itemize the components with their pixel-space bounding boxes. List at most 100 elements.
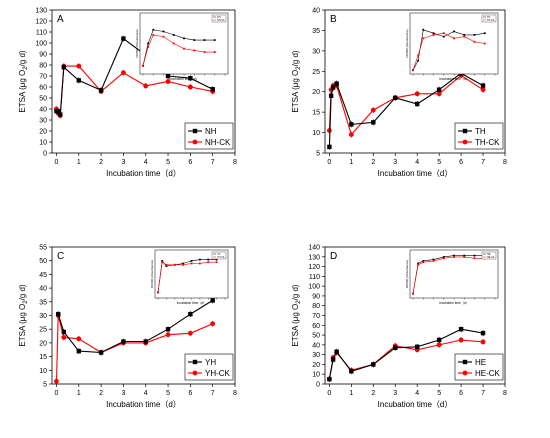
legend-box [184,122,234,150]
x-tick-label: 5 [166,390,170,397]
inset-point [215,261,218,264]
panel-label: C [57,251,64,262]
data-point [327,376,332,382]
inset-point [183,47,185,50]
inset-point [432,259,435,262]
data-point [370,107,376,113]
inset-point [412,292,414,295]
inset-legend-entry: HE [487,253,491,256]
inset-legend-box [211,251,227,260]
y-tick-label: 60 [39,85,47,92]
x-tick-label: 7 [481,390,485,397]
data-point [328,93,334,98]
data-point [187,84,193,90]
legend-marker [192,139,198,145]
data-point [143,339,148,344]
legend-entry: YH-CK [205,369,231,378]
data-point [143,83,149,89]
panel-A: 0 1 2 3 4 5 6 7 80102030405060708090100110120130… [18,8,237,179]
inset-point [422,261,425,264]
y-tick-label: 15 [39,354,47,361]
x-tick-label: 5 [437,390,441,397]
inset-point [203,51,206,53]
inset-legend-entry: NH [217,16,221,19]
inset-point [463,256,466,258]
inset-point [412,69,414,72]
inset-point [483,42,486,45]
inset-point [213,51,216,53]
data-point [165,79,171,84]
y-tick-label: 30 [39,313,47,320]
data-point [188,76,193,81]
legend: HE HE-CK [454,353,504,381]
inset-point [182,262,185,265]
x-tick-label: 0 [327,390,331,397]
x-tick-label: 0 [55,159,59,166]
y-tick-label: 90 [39,52,47,59]
x-tick-label: 3 [121,390,125,397]
x-tick-label: 8 [503,159,507,166]
panel-D: 0 1 2 3 4 5 6 7 80102030405060708090100110120130… [291,245,507,410]
data-point [480,83,486,88]
y-axis-label: ETSA (μg O2/g d) [18,284,29,347]
y-axis-label: ETSA (μg O2/g d) [291,284,302,347]
y-tick-label: 130 [308,254,320,261]
inset-point [422,37,425,40]
inset-point [190,259,193,262]
data-point [121,339,126,344]
inset-legend-box [481,251,497,260]
inset-point [473,254,476,257]
data-point [76,78,81,83]
inset-y-label: OD600 (Absorbance) [405,29,409,57]
inset-point [417,54,420,57]
x-tick-label: 8 [503,390,507,397]
y-tick-label: 80 [312,303,320,310]
data-point [480,87,486,93]
y-tick-label: 55 [39,245,47,252]
x-tick-label: 4 [415,390,419,397]
inset-point [432,32,435,35]
x-tick-label: 7 [211,390,215,397]
y-tick-label: 90 [312,293,320,300]
data-point [436,91,442,97]
y-tick-label: 30 [312,48,320,55]
data-point [98,350,104,355]
legend-marker [462,128,468,134]
data-point [121,36,126,41]
legend: NH NH-CK [184,122,234,150]
data-point [436,337,442,343]
y-tick-label: 0 [316,382,320,389]
y-tick-label: 0 [43,151,47,158]
x-tick-label: 2 [99,390,103,397]
x-axis-label: Incubation time（d） [106,169,181,178]
inset: Incubation time（d） OD600 (Absorbance) YHYH… [150,249,229,305]
x-tick-label: 7 [211,159,215,166]
inset-point [193,49,196,52]
y-tick-label: 120 [308,264,320,271]
x-tick-label: 1 [349,390,353,397]
inset-y-label: OD600 (Absorbance) [150,260,154,288]
inset-point [162,30,165,33]
x-tick-label: 0 [327,159,331,166]
data-point [76,336,82,342]
data-point [414,91,420,97]
inset-legend-entry: TH [487,16,490,19]
y-tick-label: 110 [36,30,47,37]
inset-point [161,259,164,262]
legend-marker [192,370,198,376]
inset-point [432,258,435,261]
inset-point [190,262,193,265]
y-tick-label: 25 [39,327,47,334]
data-point [210,298,215,303]
data-point [436,342,442,348]
data-point [436,87,442,92]
x-tick-label: 1 [77,390,81,397]
inset-legend-entry: HE-CK [487,256,495,259]
data-point [165,73,171,79]
inset-point [417,263,420,266]
legend-marker [192,128,198,134]
y-tick-label: 5 [43,382,47,389]
inset-point [213,39,216,41]
data-point [187,330,193,336]
y-tick-label: 20 [39,340,47,347]
